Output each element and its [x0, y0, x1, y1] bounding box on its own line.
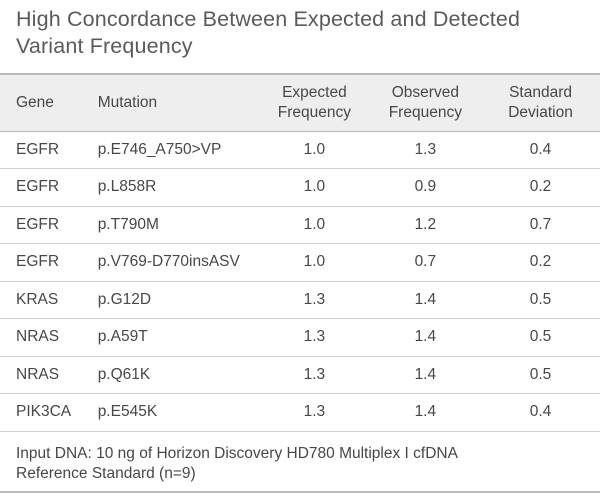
table-row: NRAS p.Q61K 1.3 1.4 0.5	[0, 356, 600, 394]
cell-gene: PIK3CA	[16, 403, 72, 421]
table-row: EGFR p.T790M 1.0 1.2 0.7	[0, 206, 600, 244]
page-title: High Concordance Between Expected and De…	[16, 6, 586, 60]
footnote-line-2: Reference Standard (n=9)	[16, 465, 196, 482]
cell-gene: KRAS	[16, 290, 59, 308]
footnote-line-1: Input DNA: 10 ng of Horizon Discovery HD…	[16, 445, 458, 462]
cell-observed: 1.2	[414, 215, 437, 233]
table-row: EGFR p.E746_A750>VP 1.0 1.3 0.4	[0, 131, 600, 169]
cell-mutation: p.E545K	[97, 403, 158, 421]
cell-sd: 0.5	[529, 328, 552, 346]
cell-expected: 1.0	[303, 215, 326, 233]
cell-observed: 0.9	[414, 178, 437, 196]
header-standard-deviation: Standard Deviation	[508, 83, 573, 121]
header-mutation: Mutation	[97, 93, 158, 111]
cell-expected: 1.3	[303, 328, 326, 346]
cell-mutation: p.G12D	[97, 290, 152, 308]
cell-sd: 0.5	[529, 365, 552, 383]
table-header: Gene Mutation Expected Frequency Observe…	[0, 74, 600, 131]
cell-expected: 1.0	[303, 140, 326, 158]
cell-gene: EGFR	[16, 253, 60, 271]
cell-expected: 1.0	[303, 178, 326, 196]
variant-frequency-table: Gene Mutation Expected Frequency Observe…	[0, 73, 600, 432]
cell-observed: 1.4	[414, 365, 437, 383]
header-expected-frequency: Expected Frequency	[277, 83, 351, 121]
cell-gene: NRAS	[16, 365, 60, 383]
header-gene: Gene	[16, 93, 54, 111]
cell-mutation: p.E746_A750>VP	[97, 140, 222, 158]
cell-observed: 1.4	[414, 328, 437, 346]
table-row: PIK3CA p.E545K 1.3 1.4 0.4	[0, 394, 600, 431]
cell-mutation: p.L858R	[97, 178, 157, 196]
cell-sd: 0.4	[529, 140, 552, 158]
cell-gene: EGFR	[16, 140, 60, 158]
cell-expected: 1.0	[303, 253, 326, 271]
table-row: EGFR p.L858R 1.0 0.9 0.2	[0, 169, 600, 206]
title-line-1: High Concordance Between Expected and De…	[16, 7, 521, 31]
cell-gene: EGFR	[16, 178, 60, 196]
cell-mutation: p.Q61K	[97, 365, 151, 383]
cell-mutation: p.T790M	[97, 215, 159, 233]
cell-expected: 1.3	[303, 365, 326, 383]
table-row: EGFR p.V769-D770insASV 1.0 0.7 0.2	[0, 244, 600, 281]
cell-sd: 0.7	[529, 215, 552, 233]
cell-sd: 0.2	[529, 253, 552, 271]
header-observed-frequency: Observed Frequency	[388, 83, 462, 121]
cell-sd: 0.2	[529, 178, 552, 196]
cell-observed: 1.3	[414, 140, 437, 158]
header-row: Gene Mutation Expected Frequency Observe…	[0, 74, 600, 131]
cell-mutation: p.V769-D770insASV	[97, 253, 240, 271]
title-line-2: Variant Frequency	[16, 34, 193, 58]
cell-gene: EGFR	[16, 215, 60, 233]
cell-mutation: p.A59T	[97, 328, 148, 346]
bottom-divider	[0, 491, 600, 493]
cell-observed: 1.4	[414, 290, 437, 308]
cell-expected: 1.3	[303, 403, 326, 421]
cell-observed: 1.4	[414, 403, 437, 421]
table-row: NRAS p.A59T 1.3 1.4 0.5	[0, 319, 600, 356]
cell-expected: 1.3	[303, 290, 326, 308]
table-footnote: Input DNA: 10 ng of Horizon Discovery HD…	[16, 444, 586, 484]
cell-sd: 0.5	[529, 290, 552, 308]
table-row: KRAS p.G12D 1.3 1.4 0.5	[0, 281, 600, 319]
table-body: EGFR p.E746_A750>VP 1.0 1.3 0.4 EGFR p.L…	[0, 131, 600, 431]
cell-sd: 0.4	[529, 403, 552, 421]
cell-observed: 0.7	[414, 253, 437, 271]
cell-gene: NRAS	[16, 328, 60, 346]
